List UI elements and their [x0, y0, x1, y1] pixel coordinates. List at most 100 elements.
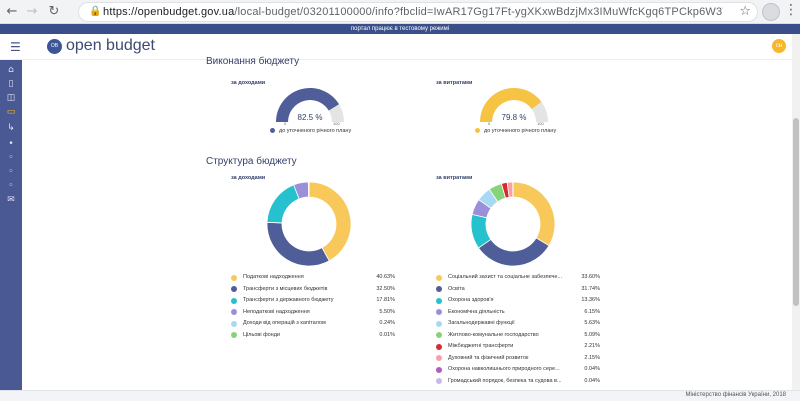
revenue-gauge: [276, 87, 344, 122]
arrow-icon[interactable]: ↳: [7, 123, 15, 133]
legend-dot-icon: [436, 366, 442, 373]
legend-value: 32.50%: [376, 285, 395, 292]
expenses-gauge-value: 79.8 %: [501, 113, 527, 122]
address-bar[interactable]: 🔒 https://openbudget.gov.ua/local-budget…: [78, 2, 758, 22]
revenue-slice[interactable]: [308, 181, 352, 262]
legend-dot-icon: [231, 332, 237, 338]
legend-value: 2.15%: [584, 354, 600, 361]
revenue-tick-min: 0: [284, 121, 287, 126]
execution-revenue-caption: за доходами: [231, 80, 266, 86]
revenue-legend-item[interactable]: Трансферти з місцевих бюджетів 32.50%: [231, 285, 405, 294]
profile-avatar[interactable]: [762, 3, 780, 21]
browser-menu-icon[interactable]: ⋮: [784, 2, 798, 18]
legend-label: Загальнодержавні функції: [448, 320, 515, 326]
back-icon[interactable]: ←: [6, 4, 18, 19]
footer-copyright: Міністерство фінансів України, 2018: [685, 392, 786, 398]
revenue-gauge-legend: до уточненого річного плану: [270, 128, 351, 134]
legend-label: Освіта: [448, 285, 465, 292]
reload-icon[interactable]: ↻: [48, 4, 60, 19]
sidebar: ⌂ ▯ ◫ ▭ ↳ • ◦ ◦ ◦ ✉: [0, 60, 22, 390]
expenses-slice[interactable]: [477, 237, 550, 267]
legend-label: Громадський порядок, безпека та судова в…: [448, 377, 562, 384]
legend-label: Трансферти з державного бюджету: [243, 297, 334, 303]
legend-dot-icon: [231, 320, 237, 327]
expenses-legend-item[interactable]: Охорона здоров'я 13.36%: [436, 296, 610, 305]
url-text[interactable]: https://openbudget.gov.ua/local-budget/0…: [103, 6, 723, 18]
legend-label: Міжбюджетні трансферти: [448, 343, 514, 349]
expenses-legend-item[interactable]: Міжбюджетні трансферти 2.21%: [436, 342, 610, 351]
expenses-legend-item[interactable]: Економічна діяльність 6.15%: [436, 308, 610, 317]
legend-dot-icon: [436, 343, 442, 350]
revenue-tick-max: 100: [333, 121, 340, 126]
expenses-legend-item[interactable]: Житлово-комунальне господарство 5.09%: [436, 331, 610, 340]
expenses-legend-item[interactable]: Охорона навколишнього природного сере...…: [436, 365, 610, 374]
legend-label: Охорона навколишнього природного сере...: [448, 366, 560, 372]
legend-value: 5.63%: [584, 320, 600, 326]
scrollbar-thumb[interactable]: [793, 118, 799, 306]
execution-expenses-caption: за витратами: [436, 80, 473, 86]
user-avatar[interactable]: сн: [772, 39, 786, 53]
revenue-legend-item[interactable]: Трансферти з державного бюджету 17.81%: [231, 296, 405, 305]
legend-dot-icon: [231, 274, 237, 281]
structure-revenue-caption: за доходами: [231, 175, 266, 181]
legend-value: 5.50%: [379, 308, 395, 315]
legend-dot-icon: [436, 309, 442, 315]
legend-dot-icon: [475, 128, 480, 133]
expenses-slice[interactable]: [512, 181, 556, 247]
expenses-gauge-fill: [480, 88, 542, 122]
revenue-legend-item[interactable]: Податкові надходження 40.63%: [231, 273, 405, 282]
sidebar-dot-icon[interactable]: ◦: [8, 167, 14, 177]
expenses-legend-item[interactable]: Духовний та фізичний розвиток 2.15%: [436, 354, 610, 363]
test-mode-banner: портал працює в тестовому режимі: [0, 24, 800, 34]
hamburger-menu-icon[interactable]: ☰: [10, 40, 21, 54]
legend-value: 40.63%: [376, 274, 395, 280]
legend-value: 17.81%: [376, 297, 395, 303]
document-icon[interactable]: ▯: [8, 79, 14, 89]
legend-dot-icon: [436, 286, 442, 292]
mail-icon[interactable]: ✉: [7, 195, 15, 205]
legend-label: Соціальний захист та соціальне забезпече…: [448, 274, 562, 280]
revenue-legend-item[interactable]: Неподаткові надходження 5.50%: [231, 308, 405, 317]
legend-dot-icon: [231, 309, 237, 315]
legend-label: Охорона здоров'я: [448, 297, 494, 303]
chart-icon[interactable]: ◫: [6, 93, 16, 103]
card-icon[interactable]: ▭: [6, 107, 16, 117]
legend-value: 0.04%: [584, 366, 600, 372]
page-footer: Міністерство фінансів України, 2018: [0, 390, 800, 401]
legend-dot-icon: [436, 378, 442, 384]
sidebar-dot-icon[interactable]: •: [8, 139, 14, 149]
legend-label: Доходи від операцій з капіталом: [243, 320, 326, 326]
sidebar-dot-icon[interactable]: ◦: [8, 153, 14, 163]
legend-label: Трансферти з місцевих бюджетів: [243, 285, 328, 292]
legend-dot-icon: [436, 332, 442, 338]
legend-value: 33.60%: [581, 274, 600, 280]
revenue-legend-item[interactable]: Цільові фонди 0.01%: [231, 331, 405, 340]
legend-dot-icon: [436, 320, 442, 327]
expenses-gauge-legend: до уточненого річного плану: [475, 128, 556, 134]
structure-title: Структура бюджету: [206, 156, 297, 167]
logo-icon[interactable]: OB: [47, 39, 62, 54]
sidebar-dot-icon[interactable]: ◦: [8, 181, 14, 191]
revenue-slice[interactable]: [266, 184, 300, 224]
legend-value: 0.04%: [584, 377, 600, 384]
revenue-gauge-value: 82.5 %: [297, 113, 323, 122]
revenue-legend-item[interactable]: Доходи від операцій з капіталом 0.24%: [231, 319, 405, 328]
expenses-gauge: [480, 88, 548, 122]
execution-title: Виконання бюджету: [206, 56, 300, 67]
legend-value: 13.36%: [581, 297, 600, 303]
expenses-legend-item[interactable]: Соціальний захист та соціальне забезпече…: [436, 273, 610, 282]
logo-text[interactable]: open budget: [66, 37, 155, 54]
home-icon[interactable]: ⌂: [8, 65, 14, 75]
legend-value: 31.74%: [581, 285, 600, 292]
bookmark-star-icon[interactable]: ☆: [739, 4, 751, 19]
expenses-legend-item[interactable]: Загальнодержавні функції 5.63%: [436, 319, 610, 328]
revenue-slice[interactable]: [266, 221, 330, 267]
legend-dot-icon: [436, 297, 442, 304]
legend-label: Житлово-комунальне господарство: [448, 331, 539, 338]
legend-value: 0.01%: [379, 331, 395, 338]
expenses-legend-item[interactable]: Громадський порядок, безпека та судова в…: [436, 377, 610, 386]
forward-icon[interactable]: →: [26, 4, 38, 19]
legend-label: Податкові надходження: [243, 274, 304, 280]
expenses-tick-max: 100: [537, 121, 544, 126]
expenses-legend-item[interactable]: Освіта 31.74%: [436, 285, 610, 294]
